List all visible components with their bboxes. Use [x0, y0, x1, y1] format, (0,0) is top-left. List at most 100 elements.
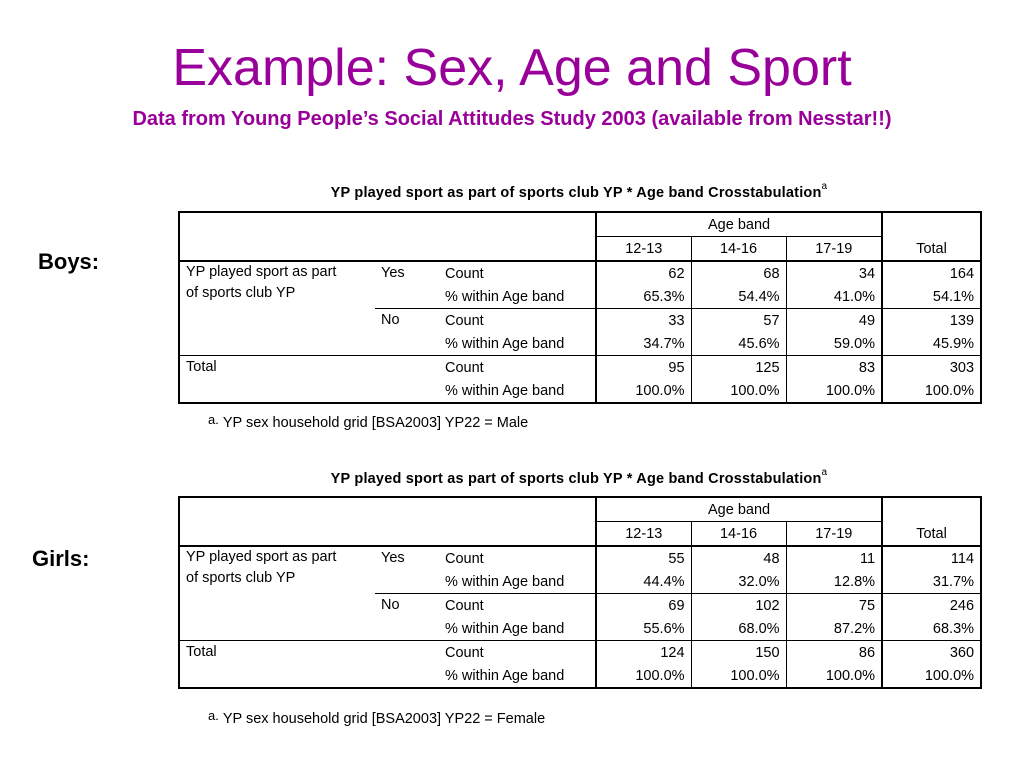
row-stat: Count — [439, 308, 597, 332]
row-variable-label: YP played sport as part of sports club YP — [179, 261, 375, 356]
row-variable-line: YP played sport as part — [186, 549, 337, 565]
table-cell: 33 — [595, 308, 692, 332]
col-header: 17-19 — [785, 521, 883, 546]
col-header: 12-13 — [595, 521, 692, 546]
table-cell: 45.6% — [690, 332, 787, 356]
col-header: 12-13 — [595, 236, 692, 261]
table-cell: 246 — [881, 593, 982, 617]
row-stat: % within Age band — [445, 620, 565, 637]
col-header: 14-16 — [690, 521, 787, 546]
table-cell: 360 — [881, 640, 982, 664]
table-cell: 303 — [881, 355, 982, 379]
table-cell: 31.7% — [881, 570, 982, 594]
col-header: 14-16 — [690, 236, 787, 261]
table-cell: 34.7% — [595, 332, 692, 356]
row-stat: % within Age band — [445, 382, 565, 399]
row-total-label: Total — [186, 644, 217, 660]
table-cell: 12.8% — [785, 570, 883, 594]
table-cell: 125 — [690, 355, 787, 379]
table-cell: 68 — [690, 261, 787, 285]
footnote-text: YP sex household grid [BSA2003] YP22 = F… — [222, 711, 546, 727]
col-header: 17-19 — [785, 236, 883, 261]
row-stat: % within Age band — [445, 335, 565, 352]
caption-footnote-mark: a — [821, 467, 828, 478]
row-variable-line: YP played sport as part — [186, 264, 337, 280]
table-cell: 32.0% — [690, 570, 787, 594]
table-caption: YP played sport as part of sports club Y… — [178, 467, 980, 487]
corner-cell — [179, 212, 596, 261]
table-cell: 48 — [690, 546, 787, 570]
group-label-girls: Girls: — [32, 546, 90, 571]
row-stat: Count — [445, 550, 484, 567]
table-cell: 114 — [881, 546, 982, 570]
table-cell: 44.4% — [595, 570, 692, 594]
row-variable-label: YP played sport as part of sports club YP — [179, 546, 375, 641]
table-cell: 87.2% — [785, 617, 883, 641]
table-cell: 41.0% — [785, 285, 883, 309]
table-cell: 150 — [690, 640, 787, 664]
table-cell: 100.0% — [881, 379, 982, 403]
table-caption-text: YP played sport as part of sports club Y… — [330, 470, 822, 487]
row-category: Yes — [381, 550, 405, 566]
table-cell: 62 — [595, 261, 692, 285]
table-cell: 100.0% — [595, 664, 692, 688]
crosstab-girls: YP played sport as part of sports club Y… — [178, 466, 983, 736]
table-caption: YP played sport as part of sports club Y… — [178, 181, 980, 201]
corner-cell — [179, 497, 596, 546]
table-cell: 54.4% — [690, 285, 787, 309]
row-category: No — [375, 308, 439, 356]
col-header-total: Total — [881, 212, 982, 261]
table-cell: 95 — [595, 355, 692, 379]
row-stat: Count — [445, 359, 484, 376]
crosstab-boys: YP played sport as part of sports club Y… — [178, 180, 983, 440]
table-cell: 68.3% — [881, 617, 982, 641]
col-header-total: Total — [881, 497, 982, 546]
row-category: No — [375, 593, 439, 641]
table-cell: 139 — [881, 308, 982, 332]
row-stat: % within Age band — [445, 573, 565, 590]
row-stat: % within Age band — [445, 288, 565, 305]
footnote-text: YP sex household grid [BSA2003] YP22 = M… — [222, 415, 529, 431]
slide-subtitle: Data from Young People’s Social Attitude… — [132, 108, 892, 130]
caption-footnote-mark: a — [821, 181, 828, 192]
slide-title: Example: Sex, Age and Sport — [172, 39, 852, 97]
table-cell: 75 — [785, 593, 883, 617]
table-cell: 102 — [690, 593, 787, 617]
table-cell: 68.0% — [690, 617, 787, 641]
table-cell: 69 — [595, 593, 692, 617]
group-label-boys: Boys: — [38, 249, 100, 274]
table-cell: 57 — [690, 308, 787, 332]
table-cell: 100.0% — [785, 379, 883, 403]
table-cell: 45.9% — [881, 332, 982, 356]
crosstab-table: Age band Total 12-13 14-16 17-19 YP play… — [178, 211, 983, 404]
row-stat: % within Age band — [445, 667, 565, 684]
table-caption-text: YP played sport as part of sports club Y… — [330, 184, 822, 201]
table-cell: 100.0% — [690, 664, 787, 688]
table-cell: 83 — [785, 355, 883, 379]
row-variable-line: of sports club YP — [186, 285, 296, 301]
crosstab-table: Age band Total 12-13 14-16 17-19 YP play… — [178, 496, 983, 689]
row-stat: Count — [445, 265, 484, 282]
row-category: Yes — [381, 265, 405, 281]
table-cell: 100.0% — [881, 664, 982, 688]
table-cell: 11 — [785, 546, 883, 570]
table-cell: 34 — [785, 261, 883, 285]
table-cell: 59.0% — [785, 332, 883, 356]
row-stat: Count — [439, 593, 597, 617]
table-footnote: a. YP sex household grid [BSA2003] YP22 =… — [208, 708, 546, 727]
col-group-header: Age band — [595, 497, 883, 522]
table-cell: 49 — [785, 308, 883, 332]
table-cell: 86 — [785, 640, 883, 664]
table-cell: 65.3% — [595, 285, 692, 309]
table-cell: 124 — [595, 640, 692, 664]
table-cell: 55.6% — [595, 617, 692, 641]
row-variable-line: of sports club YP — [186, 570, 296, 586]
table-cell: 100.0% — [690, 379, 787, 403]
row-stat: Count — [445, 644, 484, 661]
table-cell: 100.0% — [785, 664, 883, 688]
table-cell: 164 — [881, 261, 982, 285]
table-cell: 100.0% — [595, 379, 692, 403]
footnote-mark: a. — [208, 412, 219, 427]
footnote-mark: a. — [208, 708, 219, 723]
table-footnote: a. YP sex household grid [BSA2003] YP22 =… — [208, 412, 529, 431]
